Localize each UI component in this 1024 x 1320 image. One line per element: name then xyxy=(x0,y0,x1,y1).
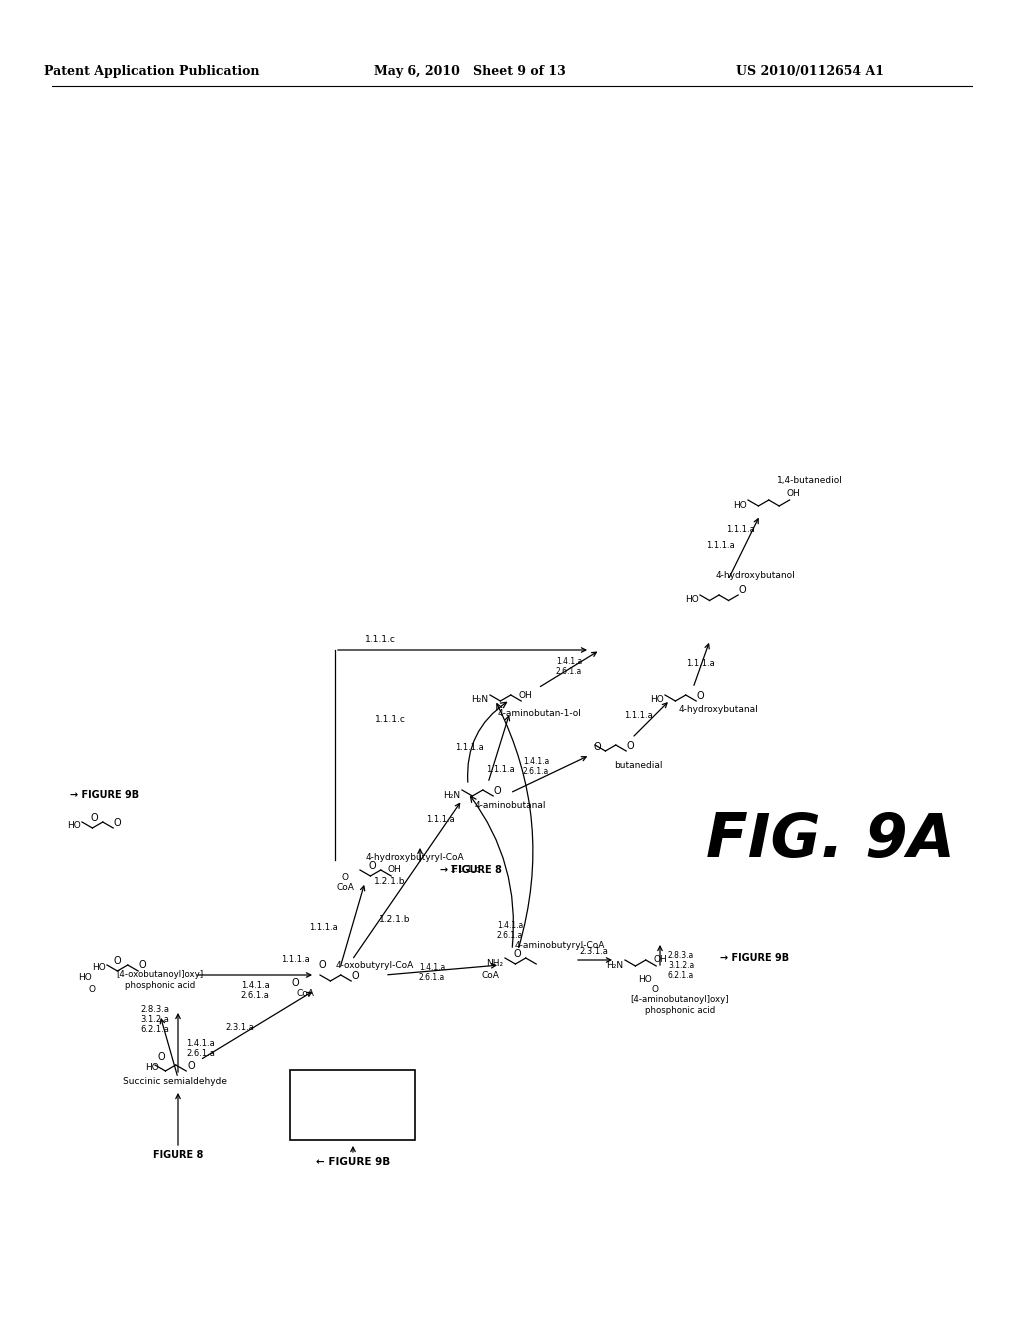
Text: → FIGURE 9B: → FIGURE 9B xyxy=(720,953,790,964)
Text: 1.1.1.a: 1.1.1.a xyxy=(686,659,715,668)
Text: 1.2.1.b: 1.2.1.b xyxy=(374,878,406,887)
Text: O: O xyxy=(369,861,376,871)
Text: OH: OH xyxy=(518,690,532,700)
Text: 1.1.1.a: 1.1.1.a xyxy=(426,816,455,825)
Text: 1.1.1.c: 1.1.1.c xyxy=(450,866,480,874)
Text: O: O xyxy=(351,972,359,981)
Text: 1.4.1.a: 1.4.1.a xyxy=(523,758,549,767)
Text: H₂N: H₂N xyxy=(471,696,488,705)
Text: HO: HO xyxy=(650,696,664,705)
Text: 1,4-butanediol: 1,4-butanediol xyxy=(777,475,843,484)
Text: O: O xyxy=(114,818,121,828)
Text: 1.4.1.a: 1.4.1.a xyxy=(497,920,523,929)
Text: O: O xyxy=(696,690,703,701)
Text: 3.1.2.a: 3.1.2.a xyxy=(140,1015,169,1024)
Text: 1.1.1.a: 1.1.1.a xyxy=(456,743,484,752)
Text: → FIGURE 8: → FIGURE 8 xyxy=(440,865,502,875)
Text: HO: HO xyxy=(733,500,746,510)
Text: O: O xyxy=(158,1052,165,1063)
Text: 1.1.1.a: 1.1.1.a xyxy=(706,540,734,549)
Text: CoA: CoA xyxy=(336,883,354,892)
Text: [4-aminobutanoyl]oxy]
phosphonic acid: [4-aminobutanoyl]oxy] phosphonic acid xyxy=(631,995,729,1015)
Text: 4-aminobutan-1-ol: 4-aminobutan-1-ol xyxy=(498,710,582,718)
Text: 1.1.1.a: 1.1.1.a xyxy=(726,525,755,535)
Text: HO: HO xyxy=(638,975,652,985)
Text: OH: OH xyxy=(786,490,801,499)
Text: 1.1.1.a: 1.1.1.a xyxy=(281,956,309,965)
Text: O: O xyxy=(651,986,658,994)
Text: Succinic semialdehyde: Succinic semialdehyde xyxy=(123,1077,227,1086)
Text: HO: HO xyxy=(145,1064,159,1072)
Text: Patent Application Publication: Patent Application Publication xyxy=(44,66,260,78)
Text: O: O xyxy=(593,742,601,752)
Text: H₂N: H₂N xyxy=(606,961,624,969)
Text: O: O xyxy=(88,986,95,994)
Text: CoA: CoA xyxy=(481,970,499,979)
Text: 4-hydroxybutyryl-CoA: 4-hydroxybutyryl-CoA xyxy=(366,853,464,862)
Text: HO: HO xyxy=(92,964,105,973)
Text: H₂N: H₂N xyxy=(443,791,461,800)
Text: 4-aminobutyrate: 4-aminobutyrate xyxy=(314,1127,390,1137)
Text: FIGURE 8: FIGURE 8 xyxy=(153,1150,203,1160)
Text: 1.4.1.a: 1.4.1.a xyxy=(186,1039,215,1048)
Text: 2.3.1.a: 2.3.1.a xyxy=(580,948,608,957)
Text: 4-aminobutanal: 4-aminobutanal xyxy=(474,800,546,809)
Text: 4-hydroxybutanal: 4-hydroxybutanal xyxy=(678,705,758,714)
Text: O: O xyxy=(114,956,121,966)
Text: O: O xyxy=(291,978,299,987)
Text: 1.1.1.a: 1.1.1.a xyxy=(309,924,338,932)
Text: H₂N: H₂N xyxy=(294,1122,310,1130)
Text: O: O xyxy=(138,960,146,970)
Text: 6.2.1.a: 6.2.1.a xyxy=(668,970,694,979)
Text: butanedial: butanedial xyxy=(613,760,663,770)
Text: 2.6.1.a: 2.6.1.a xyxy=(523,767,549,776)
Text: 1.1.1.a: 1.1.1.a xyxy=(624,710,652,719)
Text: 4-hydroxybutanol: 4-hydroxybutanol xyxy=(715,570,795,579)
Text: FIG. 9A: FIG. 9A xyxy=(706,810,954,870)
Text: 6.2.1.a: 6.2.1.a xyxy=(140,1026,169,1035)
Text: O: O xyxy=(318,960,326,970)
Text: 2.8.3.a: 2.8.3.a xyxy=(140,1006,170,1015)
Text: OH: OH xyxy=(348,1113,361,1122)
Text: 2.6.1.a: 2.6.1.a xyxy=(419,974,445,982)
Text: HO: HO xyxy=(685,595,698,605)
Text: 2.6.1.a: 2.6.1.a xyxy=(556,668,583,676)
Text: → FIGURE 9B: → FIGURE 9B xyxy=(71,789,139,800)
Text: HO: HO xyxy=(68,821,81,829)
Text: 3.1.2.a: 3.1.2.a xyxy=(668,961,694,969)
Text: O: O xyxy=(341,874,348,883)
Text: HO: HO xyxy=(78,974,92,982)
Text: 1.2.1.b: 1.2.1.b xyxy=(379,916,411,924)
Text: 1.1.1.a: 1.1.1.a xyxy=(485,766,514,775)
Text: 2.6.1.a: 2.6.1.a xyxy=(241,990,269,999)
Text: 1.1.1.c: 1.1.1.c xyxy=(365,635,395,644)
Text: 2.8.3.a: 2.8.3.a xyxy=(668,950,694,960)
Text: O: O xyxy=(316,1115,325,1126)
Text: 2.3.1.a: 2.3.1.a xyxy=(225,1023,254,1032)
Text: O: O xyxy=(494,785,501,796)
Bar xyxy=(290,1071,415,1140)
Text: NH₂: NH₂ xyxy=(486,958,504,968)
Text: O: O xyxy=(627,741,634,751)
Text: 1.4.1.a: 1.4.1.a xyxy=(556,657,583,667)
Text: US 2010/0112654 A1: US 2010/0112654 A1 xyxy=(736,66,884,78)
Text: 4-oxobutyryl-CoA: 4-oxobutyryl-CoA xyxy=(336,961,414,969)
Text: O: O xyxy=(90,813,98,822)
Text: O: O xyxy=(187,1061,195,1071)
Text: ← FIGURE 9B: ← FIGURE 9B xyxy=(315,1158,390,1167)
Text: 2.6.1.a: 2.6.1.a xyxy=(186,1048,215,1057)
Text: May 6, 2010   Sheet 9 of 13: May 6, 2010 Sheet 9 of 13 xyxy=(374,66,566,78)
Text: OH: OH xyxy=(387,866,401,874)
Text: 2.6.1.a: 2.6.1.a xyxy=(497,931,523,940)
Text: [4-oxobutanoyl]oxy]
phosphonic acid: [4-oxobutanoyl]oxy] phosphonic acid xyxy=(117,970,204,990)
Text: O: O xyxy=(514,949,521,960)
Text: 4-aminobutyryl-CoA: 4-aminobutyryl-CoA xyxy=(515,940,605,949)
Text: OH: OH xyxy=(653,956,667,965)
Text: O: O xyxy=(738,585,745,595)
Text: 1.4.1.a: 1.4.1.a xyxy=(241,981,269,990)
Text: CoA: CoA xyxy=(296,989,314,998)
Text: 1.1.1.c: 1.1.1.c xyxy=(375,715,406,725)
Text: 1.4.1.a: 1.4.1.a xyxy=(419,964,445,973)
